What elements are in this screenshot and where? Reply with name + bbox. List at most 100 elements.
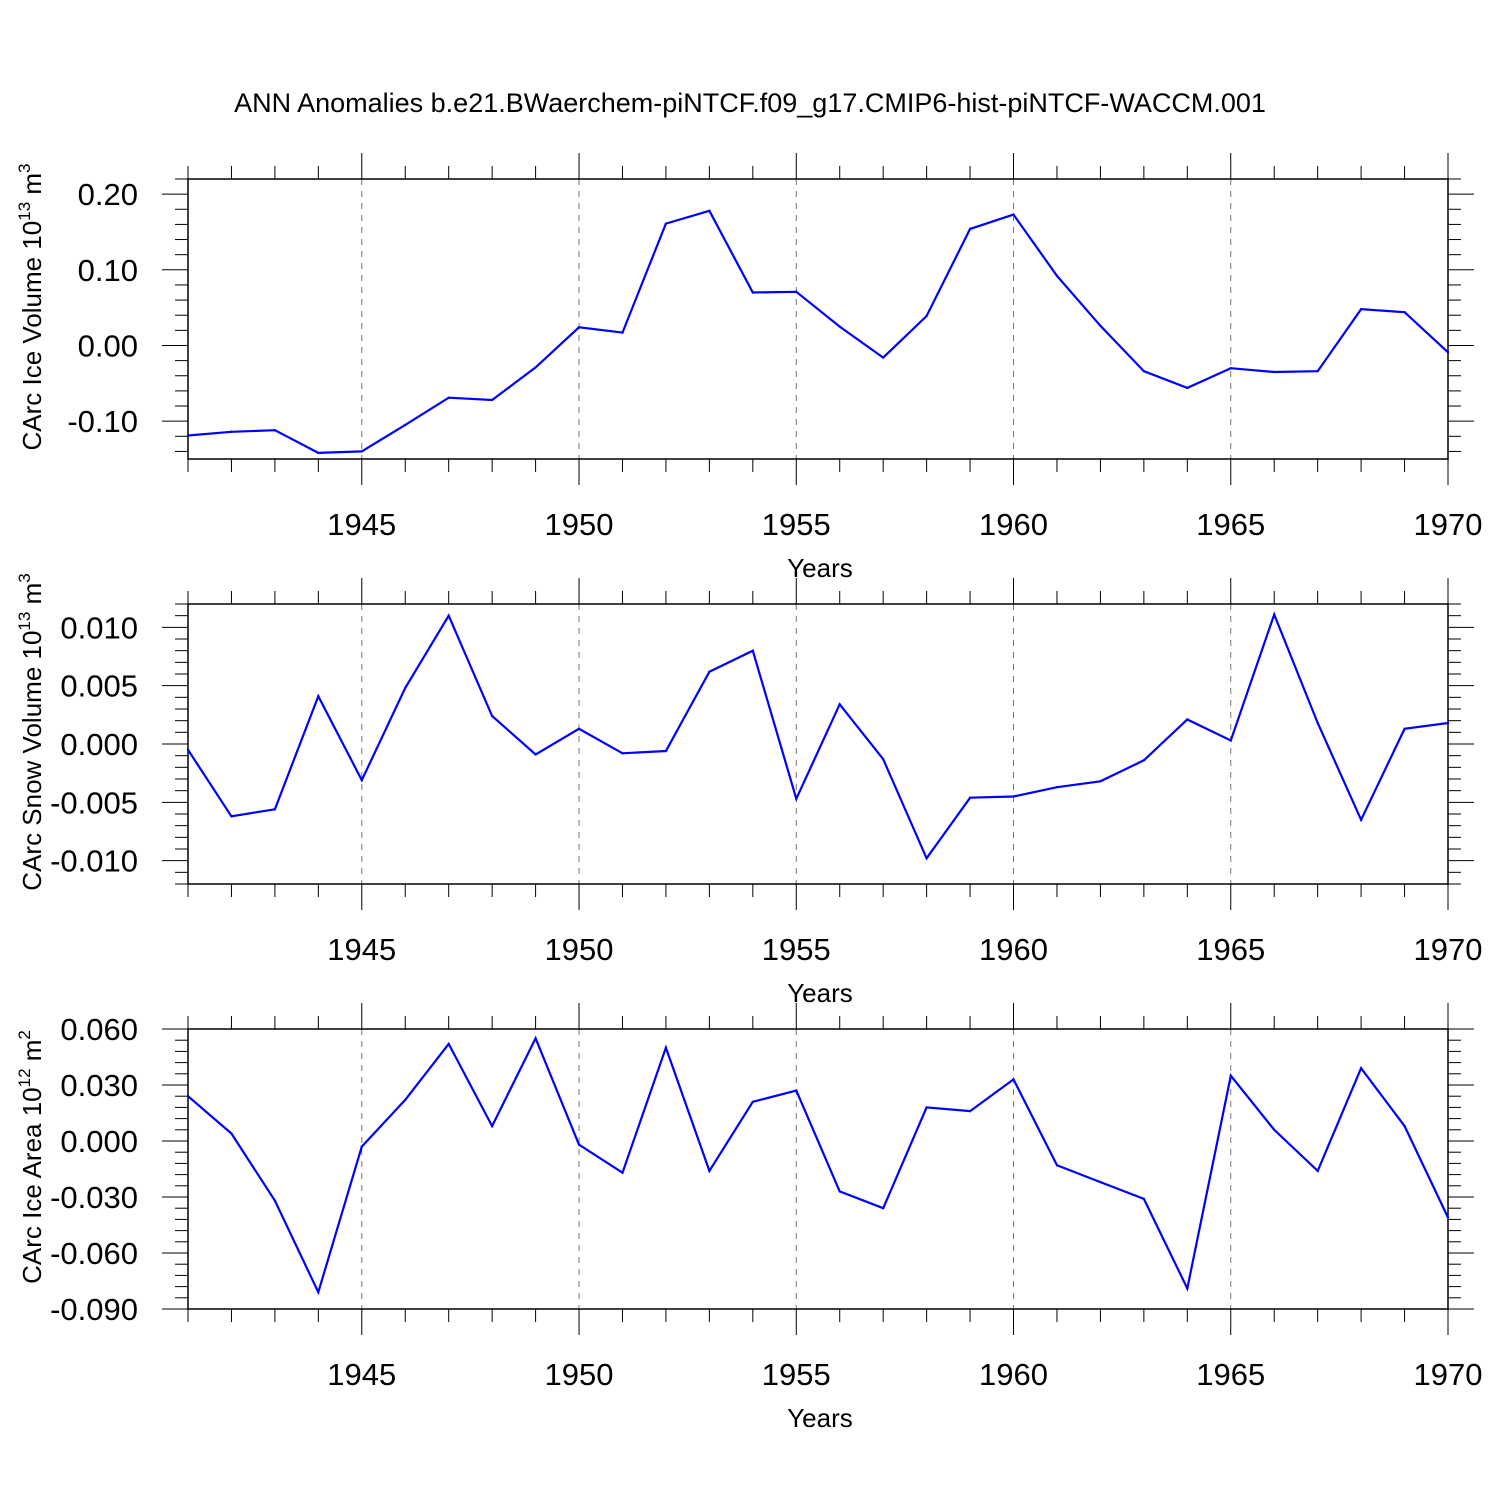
y-tick-label-0.030: 0.030 [60,1068,138,1103]
data-point-1951 [621,752,624,755]
data-point-1958 [925,1106,928,1109]
data-point-1947 [447,396,450,399]
data-point-1949 [534,753,537,756]
data-point-1943 [273,429,277,432]
x-axis-label: Years [787,553,853,583]
x-tick-label-1965: 1965 [1196,1357,1265,1392]
data-point-1964 [1186,1287,1189,1290]
data-point-1964 [1186,718,1189,721]
x-tick-label-1970: 1970 [1414,932,1483,967]
data-point-1956 [838,703,841,706]
data-point-1952 [664,1046,668,1049]
x-tick-label-1960: 1960 [979,507,1048,542]
data-point-1949 [534,1037,537,1040]
y-tick-label--0.005: -0.005 [50,785,138,820]
panel-1: 1945 1950 1955 1960 1965 1970 0.20 0.10 0.00 -0.1… [15,153,1482,583]
data-point-1963 [1142,370,1146,373]
data-point-1945 [360,778,363,782]
data-point-1950 [577,1143,581,1146]
data-point-1968 [1359,307,1363,311]
chart-title: ANN Anomalies b.e21.BWaerchem-piNTCF.f09… [234,88,1266,118]
y-axis-label-unit: m [17,1040,47,1069]
data-point-1954 [751,291,755,294]
data-point-1968 [1359,818,1363,822]
x-tick-label-1960: 1960 [979,1357,1048,1392]
data-point-1948 [490,398,494,402]
data-point-1956 [838,325,841,328]
data-point-1961 [1055,1164,1059,1167]
y-tick-label-0.20: 0.20 [78,177,138,212]
data-point-1960 [1012,1078,1015,1081]
data-point-1958 [925,314,928,318]
y-tick-label-0.000: 0.000 [60,727,138,762]
data-point-1957 [881,356,885,359]
x-tick-label-1950: 1950 [545,1357,614,1392]
y-axis-label-main: CArc Snow Volume 10 [17,631,47,891]
data-point-1954 [751,1100,755,1104]
y-axis-label: CArc Snow Volume 1013 m3 [15,573,47,890]
y-tick-label--0.030: -0.030 [50,1180,138,1215]
x-tick-label-1970: 1970 [1414,1357,1483,1392]
y-tick-label-0.060: 0.060 [60,1012,138,1047]
data-point-1966 [1273,1128,1276,1132]
data-point-1962 [1099,324,1102,328]
x-tick-label-1945: 1945 [327,1357,396,1392]
data-point-1965 [1229,739,1232,742]
x-tick-label-1955: 1955 [762,1357,831,1392]
y-axis-label-unit: m [17,173,47,202]
series-line [187,611,1449,861]
data-point-1959 [968,227,972,231]
y-tick-label-0.10: 0.10 [78,253,138,288]
plot-frame [187,603,1449,885]
panel-3: 1945 1950 1955 1960 1965 1970 0.060 0.030 0.000 -… [15,1003,1482,1433]
y-tick-label--0.090: -0.090 [50,1292,138,1327]
data-point-1957 [881,1207,885,1210]
data-point-1946 [404,686,407,690]
y-axis-label-main: CArc Ice Volume 10 [17,221,47,451]
data-point-1941 [186,748,190,752]
data-point-1942 [230,430,233,433]
data-point-1944 [317,1291,320,1294]
data-point-1945 [360,1145,363,1148]
data-point-1950 [577,727,581,731]
data-point-1941 [186,434,190,437]
y-tick-label-0.000: 0.000 [60,1124,138,1159]
data-point-1961 [1055,274,1059,278]
data-point-1941 [186,1095,190,1098]
data-point-1948 [490,1124,494,1128]
data-point-1958 [925,857,928,860]
data-point-1962 [1099,780,1102,783]
data-point-1969 [1403,1124,1406,1128]
x-tick-label-1965: 1965 [1196,507,1265,542]
data-point-1953 [708,670,711,673]
x-tick-label-1960: 1960 [979,932,1048,967]
data-point-1959 [968,1109,972,1113]
data-point-1955 [795,1089,798,1092]
y-axis-label-exponent: 13 [15,202,34,221]
data-point-1955 [795,290,798,293]
data-point-1952 [664,749,668,753]
y-axis-label-exponent: 13 [15,612,34,631]
data-point-1953 [708,1169,711,1173]
data-point-1946 [404,1098,407,1102]
plot-frame [187,178,1449,460]
y-tick-label-0.005: 0.005 [60,669,138,704]
data-point-1959 [968,796,972,799]
data-point-1967 [1316,721,1319,725]
data-point-1969 [1403,727,1406,731]
data-point-1955 [795,797,798,801]
series-line [187,1035,1449,1296]
data-point-1960 [1012,795,1015,798]
x-tick-label-1965: 1965 [1196,932,1265,967]
data-point-1969 [1403,310,1406,314]
y-tick-label--0.10: -0.10 [67,404,138,439]
x-tick-label-1955: 1955 [762,507,831,542]
data-point-1951 [621,331,624,334]
x-tick-label-1950: 1950 [545,932,614,967]
y-axis-label: CArc Ice Area 1012 m2 [15,1030,47,1284]
data-point-1963 [1142,1197,1146,1201]
data-point-1957 [881,757,885,761]
data-point-1966 [1273,613,1276,616]
x-axis-label: Years [787,1403,853,1433]
data-point-1952 [664,222,668,225]
